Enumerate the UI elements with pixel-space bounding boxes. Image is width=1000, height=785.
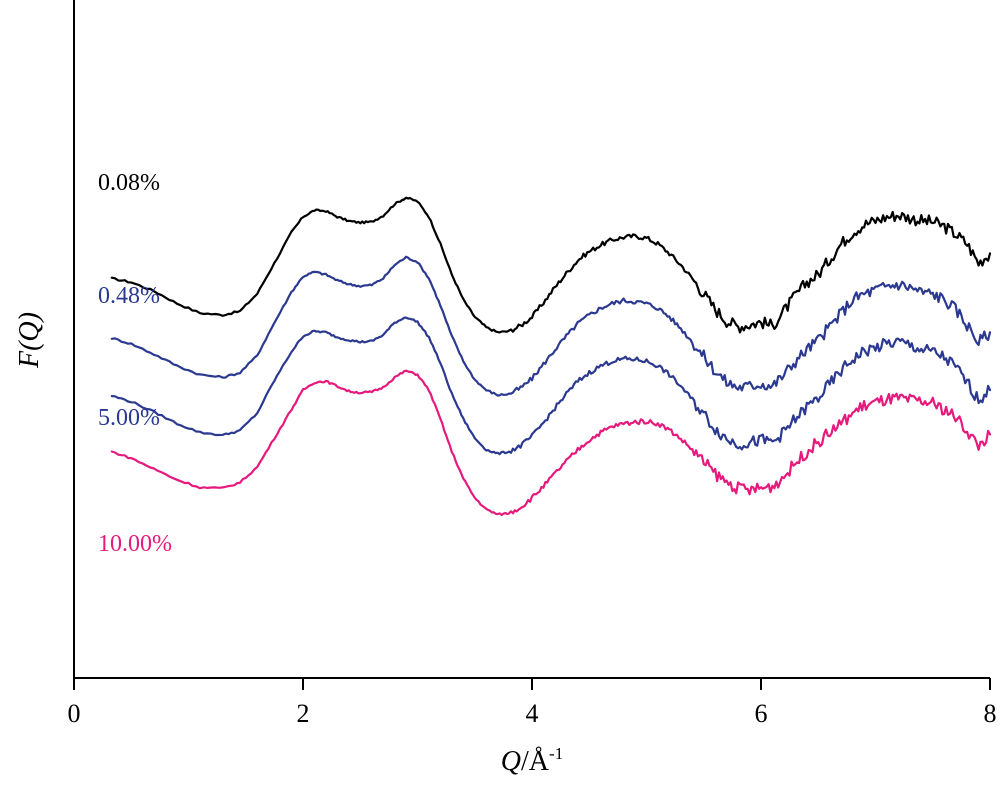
series-line [110,316,992,456]
series-line [110,196,992,334]
series-label: 0.48% [98,283,160,309]
y-axis-title: F(Q) [14,312,45,369]
series-curves [110,196,992,516]
x-tick-label: 0 [68,699,81,728]
x-axis-title: Q/Å-1 [501,744,563,777]
x-tick-label: 2 [297,699,310,728]
series-line [110,255,992,397]
x-tick-label: 8 [984,699,997,728]
x-tick-label: 4 [526,699,539,728]
x-tick-label: 6 [755,699,768,728]
series-line [110,369,992,516]
series-labels: 0.08% 0.48% 5.00% 10.00% [98,170,172,557]
series-label: 5.00% [98,405,160,431]
x-ticks: 0 2 4 6 8 [68,678,997,728]
series-label: 10.00% [98,531,172,557]
series-label: 0.08% [98,170,160,196]
